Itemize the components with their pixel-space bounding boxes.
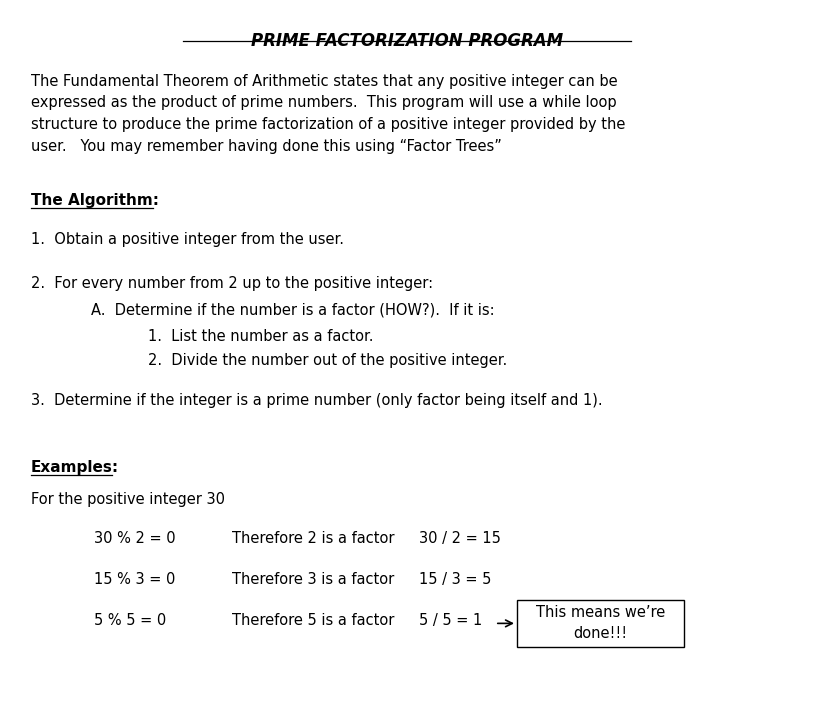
Text: 30 % 2 = 0: 30 % 2 = 0 (94, 531, 175, 546)
Text: For the positive integer 30: For the positive integer 30 (31, 492, 225, 507)
Text: Therefore 5 is a factor: Therefore 5 is a factor (232, 613, 394, 628)
Text: The Fundamental Theorem of Arithmetic states that any positive integer can be
ex: The Fundamental Theorem of Arithmetic st… (31, 74, 625, 154)
Text: Therefore 3 is a factor: Therefore 3 is a factor (232, 572, 394, 587)
Text: 2.  Divide the number out of the positive integer.: 2. Divide the number out of the positive… (148, 353, 507, 368)
Text: 15 % 3 = 0: 15 % 3 = 0 (94, 572, 175, 587)
Text: 15 / 3 = 5: 15 / 3 = 5 (419, 572, 492, 587)
Text: 3.  Determine if the integer is a prime number (only factor being itself and 1).: 3. Determine if the integer is a prime n… (31, 393, 602, 408)
Text: 30 / 2 = 15: 30 / 2 = 15 (419, 531, 501, 546)
Text: A.  Determine if the number is a factor (HOW?).  If it is:: A. Determine if the number is a factor (… (91, 303, 495, 317)
Text: Therefore 2 is a factor: Therefore 2 is a factor (232, 531, 395, 546)
Text: 1.  Obtain a positive integer from the user.: 1. Obtain a positive integer from the us… (31, 232, 344, 246)
Text: 1.  List the number as a factor.: 1. List the number as a factor. (148, 329, 374, 344)
Text: This means we’re
done!!!: This means we’re done!!! (536, 605, 665, 642)
Text: 5 / 5 = 1: 5 / 5 = 1 (419, 613, 483, 628)
Text: 5 % 5 = 0: 5 % 5 = 0 (94, 613, 166, 628)
Text: The Algorithm:: The Algorithm: (31, 193, 159, 208)
Text: PRIME FACTORIZATION PROGRAM: PRIME FACTORIZATION PROGRAM (251, 32, 563, 50)
Text: 2.  For every number from 2 up to the positive integer:: 2. For every number from 2 up to the pos… (31, 276, 433, 291)
Text: Examples:: Examples: (31, 460, 119, 475)
